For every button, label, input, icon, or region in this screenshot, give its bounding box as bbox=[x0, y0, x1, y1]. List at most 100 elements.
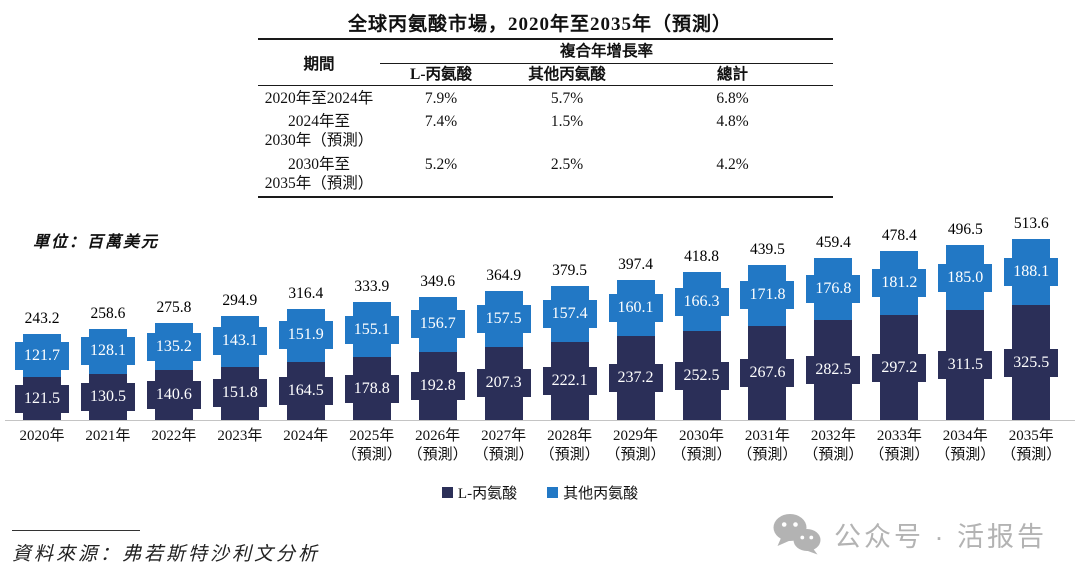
x-axis-label: 2034年 （預測） bbox=[935, 428, 996, 463]
bar-group: 478.4 181.2 297.2 bbox=[866, 204, 932, 420]
table-top-rule bbox=[258, 38, 833, 40]
bar-group: 275.8 135.2 140.6 bbox=[141, 204, 207, 420]
legend-label: 其他丙氨酸 bbox=[563, 486, 639, 502]
watermark-text: 公众号 · 活报告 bbox=[834, 521, 1047, 552]
other-alanine-value: 188.1 bbox=[1004, 258, 1059, 287]
x-axis-label: 2026年 （預測） bbox=[407, 428, 468, 463]
sub-header-l-alanine: L-丙氨酸 bbox=[409, 66, 472, 83]
value-l-alanine: 7.9% bbox=[424, 90, 458, 107]
value-l-alanine: 7.4% bbox=[424, 113, 458, 130]
value-total: 4.2% bbox=[716, 156, 749, 173]
period-cell: 2020年至2024年 bbox=[264, 90, 374, 107]
l-alanine-value: 267.6 bbox=[740, 358, 795, 387]
l-alanine-value: 311.5 bbox=[938, 351, 993, 380]
bar-group: 294.9 143.1 151.8 bbox=[207, 204, 273, 420]
l-alanine-value: 325.5 bbox=[1004, 348, 1059, 377]
bar-total-label: 439.5 bbox=[750, 241, 785, 259]
l-alanine-value: 192.8 bbox=[410, 372, 465, 401]
other-alanine-value: 143.1 bbox=[212, 327, 267, 356]
bar-group: 379.5 157.4 222.1 bbox=[537, 204, 603, 420]
legend-label: L-丙氨酸 bbox=[457, 486, 518, 502]
bar-group: 258.6 128.1 130.5 bbox=[75, 204, 141, 420]
table-row: 2030年至 2035年（預測） 5.2% 2.5% 4.2% bbox=[258, 153, 833, 196]
x-axis-label: 2024年 bbox=[283, 428, 329, 444]
other-alanine-value: 135.2 bbox=[146, 332, 201, 361]
x-axis-label: 2023年 bbox=[217, 428, 263, 444]
bar-group: 513.6 188.1 325.5 bbox=[998, 204, 1064, 420]
legend-item-other-alanine: 其他丙氨酸 bbox=[547, 482, 638, 503]
value-total: 4.8% bbox=[716, 113, 749, 130]
bar-total-label: 316.4 bbox=[288, 284, 324, 302]
bar-group: 364.9 157.5 207.3 bbox=[471, 204, 537, 420]
bar-total-label: 379.5 bbox=[552, 262, 588, 280]
x-axis-labels: 2020年 2021年 2022年 2023年 2024年 2025年 （預測） 2026年（… bbox=[0, 427, 1080, 469]
x-axis-line bbox=[5, 420, 1075, 421]
l-alanine-value: 222.1 bbox=[542, 366, 597, 395]
bar-group: 397.4 160.1 237.2 bbox=[603, 204, 669, 420]
x-axis-label: 2022年 bbox=[151, 428, 197, 444]
bar-total-label: 397.4 bbox=[618, 256, 653, 273]
bar-total-label: 478.4 bbox=[881, 227, 917, 245]
table-header-rule bbox=[258, 85, 833, 86]
bar-total-label: 349.6 bbox=[420, 272, 456, 290]
value-other-alanine: 5.7% bbox=[550, 90, 584, 107]
x-axis-label: 2031年 （預測） bbox=[737, 428, 798, 463]
bar-group: 439.5 171.8 267.6 bbox=[734, 204, 800, 420]
l-alanine-value: 151.8 bbox=[212, 379, 267, 408]
page-title: 全球丙氨酸市場，2020年至2035年（預測） bbox=[347, 14, 732, 35]
bar-group: 243.2 121.7 121.5 bbox=[9, 204, 75, 420]
bar-total-label: 294.9 bbox=[222, 292, 258, 310]
l-alanine-value: 164.5 bbox=[278, 377, 333, 406]
period-cell: 2030年至 2035年（預測） bbox=[264, 156, 374, 192]
table-header: 期間 複合年增長率 L-丙氨酸 其他丙氨酸 總計 bbox=[258, 40, 833, 85]
footnote-rule bbox=[12, 530, 140, 531]
bar-group: 349.6 156.7 192.8 bbox=[405, 204, 471, 420]
l-alanine-swatch-icon bbox=[441, 487, 453, 498]
period-cell: 2024年至 2030年（預測） bbox=[264, 113, 374, 149]
x-axis-label: 2028年 （預測） bbox=[539, 428, 600, 463]
bar-group: 333.9 155.1 178.8 bbox=[339, 204, 405, 420]
bar-total-label: 459.4 bbox=[815, 234, 851, 252]
source-text: 資料來源：弗若斯特沙利文分析 bbox=[12, 544, 321, 565]
bar-total-label: 243.2 bbox=[24, 310, 60, 328]
other-alanine-value: 121.7 bbox=[15, 341, 69, 370]
unit-label: 單位：百萬美元 bbox=[33, 234, 160, 251]
bar-total-label: 418.8 bbox=[684, 248, 719, 266]
l-alanine-value: 207.3 bbox=[476, 369, 531, 398]
x-axis-label: 2027年 （預測） bbox=[473, 428, 534, 463]
wechat-icon bbox=[773, 514, 821, 555]
bar-group: 316.4 151.9 164.5 bbox=[273, 204, 339, 420]
cagr-table: 期間 複合年增長率 L-丙氨酸 其他丙氨酸 總計 2020年至2024年 7.9… bbox=[258, 38, 833, 198]
x-axis-label: 2029年 （預測） bbox=[605, 428, 666, 463]
table-bottom-rule bbox=[258, 196, 833, 198]
bar-group: 459.4 176.8 282.5 bbox=[800, 204, 866, 420]
bar-total-label: 364.9 bbox=[486, 267, 522, 285]
bar-chart-area: 243.2 121.7 121.5 258.6 128.1 130.5 275.8 135.2… bbox=[0, 205, 1080, 421]
other-alanine-value: 181.2 bbox=[872, 269, 927, 298]
value-l-alanine: 5.2% bbox=[424, 156, 458, 173]
sub-header-total: 總計 bbox=[716, 66, 748, 83]
other-alanine-value: 155.1 bbox=[344, 315, 399, 344]
other-alanine-value: 157.5 bbox=[476, 305, 531, 334]
bar-total-label: 513.6 bbox=[1013, 215, 1049, 233]
value-total: 6.8% bbox=[716, 90, 749, 107]
other-alanine-value: 185.0 bbox=[938, 263, 993, 292]
l-alanine-value: 237.2 bbox=[608, 364, 663, 393]
other-alanine-value: 128.1 bbox=[80, 337, 135, 366]
l-alanine-value: 140.6 bbox=[146, 381, 201, 410]
cagr-spanner: 複合年增長率 L-丙氨酸 其他丙氨酸 總計 bbox=[380, 40, 833, 85]
bar-total-label: 496.5 bbox=[947, 221, 983, 239]
l-alanine-value: 130.5 bbox=[80, 383, 135, 412]
watermark: 公众号 · 活报告 bbox=[772, 513, 1047, 555]
cagr-header: 複合年增長率 bbox=[559, 43, 653, 60]
bar-total-label: 275.8 bbox=[156, 298, 192, 316]
x-axis-label: 2025年 （預測） bbox=[341, 428, 402, 463]
bar-total-label: 333.9 bbox=[354, 278, 390, 296]
l-alanine-value: 121.5 bbox=[15, 384, 69, 413]
l-alanine-value: 178.8 bbox=[344, 374, 399, 403]
l-alanine-value: 252.5 bbox=[674, 361, 729, 390]
bar-group: 496.5 185.0 311.5 bbox=[932, 204, 998, 420]
other-alanine-value: 171.8 bbox=[740, 281, 795, 310]
other-alanine-value: 156.7 bbox=[410, 310, 465, 339]
